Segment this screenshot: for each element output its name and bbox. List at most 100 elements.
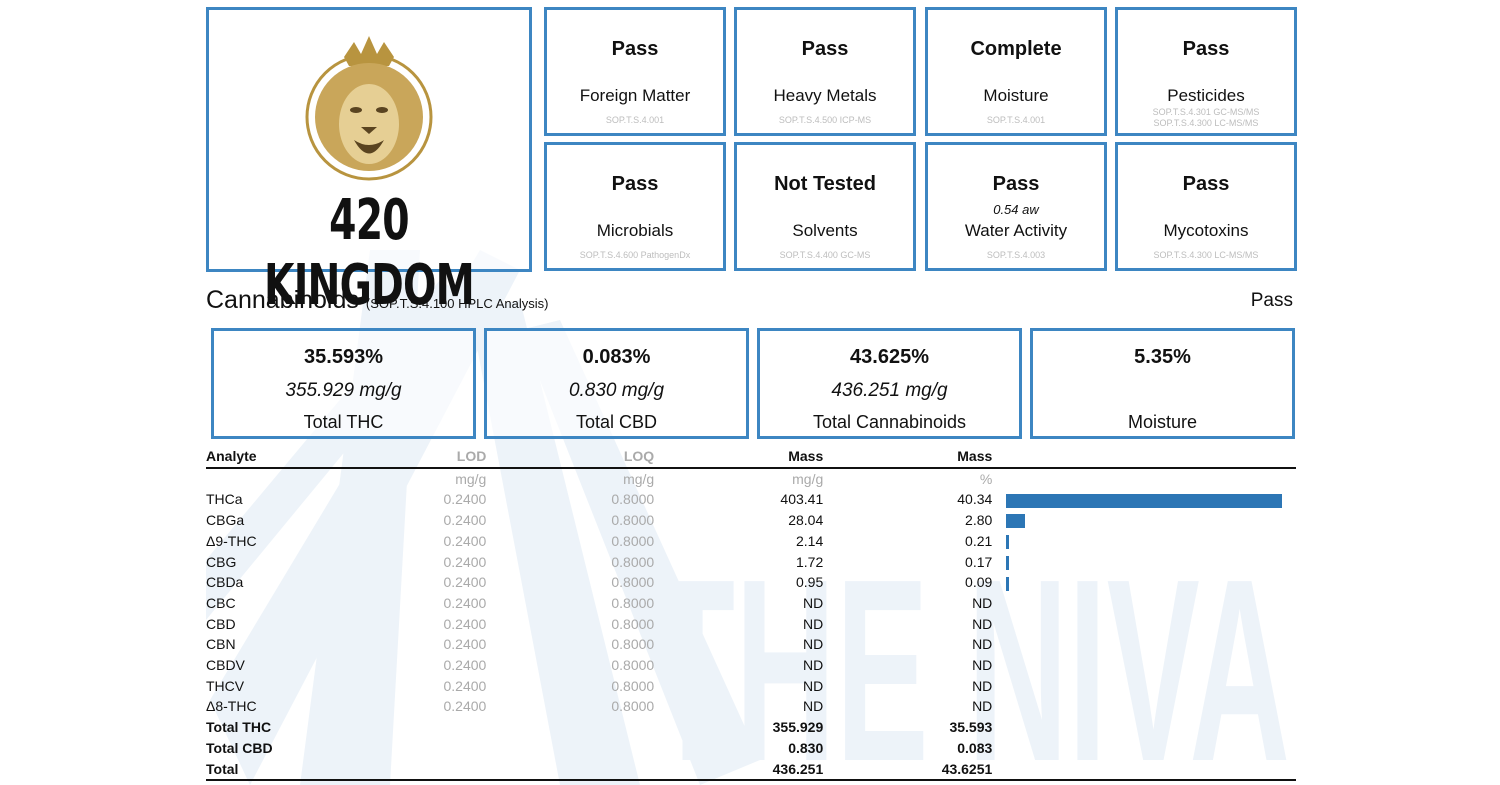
cell-mass-mg: 403.41 (780, 491, 824, 508)
summary-label: Moisture (1127, 412, 1198, 432)
section-title: Cannabinoids (SOP.T.S.4.100 HPLC Analysi… (206, 286, 548, 315)
tile-status: Not Tested (774, 173, 876, 195)
cell-bar (992, 552, 1296, 573)
total-row: Total CBD 0.830 0.083 (206, 738, 1296, 759)
cell-total-label: Total (206, 758, 383, 782)
summary-total-cbd: 0.083% 0.830 mg/g Total CBD (484, 328, 749, 439)
tile-method-line: SOP.T.S.4.600 PathogenDx (579, 250, 691, 260)
cell-lod: 0.2400 (443, 594, 487, 611)
lion-crown-logo (305, 36, 433, 181)
tile-test-name: Heavy Metals (773, 86, 877, 105)
tile-method: SOP.T.S.4.301 GC-MS/MS SOP.T.S.4.300 LC-M… (1118, 107, 1294, 129)
table-row: CBG 0.2400 0.8000 1.72 0.17 (206, 552, 1296, 573)
header-bar (992, 446, 1296, 469)
cell-bar (992, 655, 1296, 676)
concentration-bar (1006, 576, 1010, 591)
cell-bar (992, 696, 1296, 717)
summary-mg: 0.830 mg/g (568, 380, 665, 401)
tile-method-line: SOP.T.S.4.300 LC-MS/MS (1153, 118, 1259, 128)
tile-method: SOP.T.S.4.001 (547, 115, 723, 126)
tile-method: SOP.T.S.4.600 PathogenDx (547, 250, 723, 261)
section-title-text: Cannabinoids (206, 286, 359, 314)
cell-mass-mg: ND (803, 698, 824, 715)
cell-lod: 0.2400 (443, 574, 487, 591)
cell-total-label: Total THC (206, 719, 272, 736)
cell-loq: 0.8000 (611, 615, 655, 632)
tile-status: Pass (992, 173, 1040, 195)
table-row: CBDa 0.2400 0.8000 0.95 0.09 (206, 572, 1296, 593)
tile-solvents: Not Tested Solvents SOP.T.S.4.400 GC-MS (734, 142, 916, 271)
unit-bar (992, 468, 1296, 490)
cell-analyte: Δ8-THC (206, 698, 257, 715)
tile-test-name: Water Activity (964, 221, 1068, 240)
cell-total-pct: 43.6251 (823, 758, 993, 782)
tile-method: SOP.T.S.4.001 (928, 115, 1104, 126)
tile-method-line: SOP.T.S.4.301 GC-MS/MS (1152, 107, 1260, 117)
cell-empty (383, 717, 486, 738)
concentration-bar (1006, 514, 1026, 529)
cell-lod: 0.2400 (443, 698, 487, 715)
cell-mass-mg: ND (803, 594, 824, 611)
tile-method: SOP.T.S.4.500 ICP-MS (737, 115, 913, 126)
tile-status: Pass (611, 38, 659, 60)
cell-mass-mg: ND (803, 657, 824, 674)
summary-mg: 355.929 mg/g (285, 380, 402, 401)
summary-label: Total CBD (575, 412, 658, 432)
cell-lod: 0.2400 (443, 615, 487, 632)
summary-percent: 5.35% (1134, 346, 1191, 368)
cell-analyte: CBG (206, 553, 237, 570)
cell-lod: 0.2400 (443, 636, 487, 653)
unit-analyte (206, 468, 383, 490)
tile-status: Pass (1182, 38, 1230, 60)
total-row: Total THC 355.929 35.593 (206, 717, 1296, 738)
unit-lod: mg/g (455, 470, 487, 487)
cell-total-pct: 35.593 (949, 719, 993, 736)
cell-analyte: CBDa (206, 574, 244, 591)
cell-mass-pct: ND (972, 615, 993, 632)
tile-test-name: Solvents (792, 221, 858, 240)
cell-total-mg: 0.830 (788, 739, 824, 756)
cell-bar (992, 634, 1296, 655)
cell-empty (382, 758, 487, 782)
cell-lod: 0.2400 (443, 532, 487, 549)
cell-lod: 0.2400 (443, 553, 487, 570)
cell-mass-pct: ND (972, 594, 993, 611)
table-row: THCV 0.2400 0.8000 ND ND (206, 676, 1296, 697)
summary-label: Total Cannabinoids (812, 412, 967, 432)
tile-method: SOP.T.S.4.300 LC-MS/MS (1118, 250, 1294, 261)
cell-mass-mg: ND (803, 615, 824, 632)
tile-method: SOP.T.S.4.400 GC-MS (737, 250, 913, 261)
cell-bar (992, 593, 1296, 614)
cell-mass-pct: 0.21 (965, 532, 993, 549)
tile-method-line: SOP.T.S.4.003 (986, 250, 1046, 260)
summary-total-cannabinoids: 43.625% 436.251 mg/g Total Cannabinoids (757, 328, 1022, 439)
cell-analyte: CBN (206, 636, 236, 653)
cell-total-label: Total CBD (206, 739, 273, 756)
cell-mass-mg: 0.95 (796, 574, 824, 591)
summary-percent: 43.625% (850, 346, 929, 368)
cell-loq: 0.8000 (611, 491, 655, 508)
tile-method: SOP.T.S.4.003 (928, 250, 1104, 261)
section-method: (SOP.T.S.4.100 HPLC Analysis) (365, 296, 549, 311)
section-result: Pass (1250, 290, 1293, 311)
cell-empty (486, 758, 655, 782)
cell-analyte: CBD (206, 615, 236, 632)
unit-mass-mg: mg/g (792, 470, 824, 487)
summary-total-thc: 35.593% 355.929 mg/g Total THC (211, 328, 476, 439)
tile-method-line: SOP.T.S.4.300 LC-MS/MS (1153, 250, 1259, 260)
tile-extra-value: 0.54 aw (993, 202, 1039, 217)
cell-analyte: CBDV (206, 657, 245, 674)
cell-lod: 0.2400 (443, 677, 487, 694)
table-row: CBN 0.2400 0.8000 ND ND (206, 634, 1296, 655)
header-mass-mg: Mass (654, 446, 824, 469)
cell-mass-pct: ND (972, 657, 993, 674)
cell-empty (486, 717, 654, 738)
cell-lod: 0.2400 (443, 512, 487, 529)
cell-loq: 0.8000 (611, 594, 655, 611)
cell-bar (992, 676, 1296, 697)
cell-mass-mg: 28.04 (788, 512, 824, 529)
cell-loq: 0.8000 (611, 532, 655, 549)
cell-bar (992, 531, 1296, 552)
table-row: CBGa 0.2400 0.8000 28.04 2.80 (206, 510, 1296, 531)
cell-total-mg: 436.251 (654, 758, 824, 782)
